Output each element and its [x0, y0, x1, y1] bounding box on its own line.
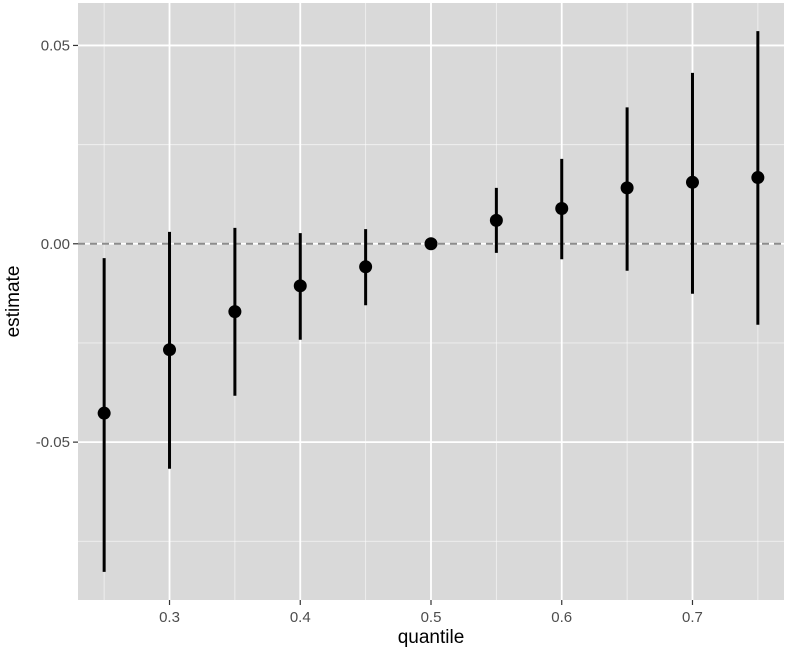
x-tick-label: 0.7 — [682, 609, 703, 626]
x-tick-label: 0.3 — [159, 609, 180, 626]
y-axis-title: estimate — [3, 266, 24, 338]
x-tick-label: 0.5 — [421, 609, 442, 626]
estimate-point — [620, 181, 634, 195]
y-tick-label: 0.00 — [41, 236, 70, 253]
estimate-point — [555, 201, 569, 215]
y-tick-label: -0.05 — [36, 434, 70, 451]
y-axis: -0.05 0.00 0.05 — [36, 37, 78, 451]
x-tick-label: 0.4 — [290, 609, 311, 626]
y-tick-label: 0.05 — [41, 37, 70, 54]
estimate-point — [163, 343, 177, 357]
estimate-point — [685, 175, 699, 189]
estimate-points — [97, 171, 765, 420]
estimate-point — [489, 213, 503, 227]
estimate-point — [97, 406, 111, 420]
estimate-point — [424, 237, 438, 251]
x-tick-label: 0.6 — [551, 609, 572, 626]
x-axis: 0.3 0.4 0.5 0.6 0.7 — [159, 600, 703, 626]
estimate-point — [228, 305, 242, 319]
estimate-point — [751, 171, 765, 185]
estimate-point — [293, 279, 307, 293]
x-axis-title: quantile — [398, 627, 465, 648]
estimate-point — [359, 260, 373, 274]
